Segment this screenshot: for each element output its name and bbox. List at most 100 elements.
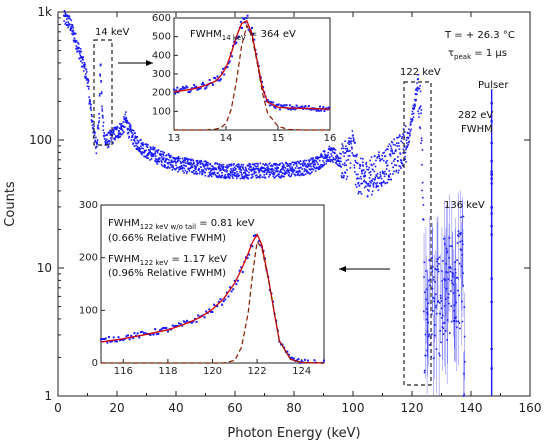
spectrum-point [450,320,453,323]
spectrum-point [344,171,346,173]
spectrum-point [191,166,194,168]
spectrum-point [331,149,334,151]
inset-data-point [246,257,249,260]
spectrum-point [86,82,89,84]
y-tick-label: 10 [37,261,52,275]
inset-data-point [274,106,277,109]
spectrum-point [293,169,296,171]
spectrum-point [127,132,129,135]
inset-data-point [239,20,242,23]
spectrum-point [170,154,172,157]
inset-data-point [194,86,197,89]
spectrum-point [120,133,123,136]
spectrum-point [120,126,122,128]
spectrum-point [268,162,271,165]
spectrum-point [103,132,105,134]
spectrum-point [114,137,116,139]
spectrum-point [94,147,97,149]
x-axis: 0 20 40 60 80 100 120 140 160 [54,12,541,415]
spectrum-point [385,168,388,170]
spectrum-point [196,172,199,175]
inset-y-tick-label: 400 [152,50,171,61]
spectrum-point [208,174,211,176]
spectrum-point [80,55,83,58]
spectrum-point [220,164,222,166]
spectrum-point [286,169,289,172]
spectrum-point [149,151,152,153]
spectrum-point [262,170,265,173]
spectrum-point [346,150,348,152]
spectrum-point [190,165,193,168]
spectrum-point [263,164,266,167]
inset-data-point [304,105,307,108]
inset-fit-line [100,233,325,364]
spectrum-point [286,163,289,165]
spectrum-point [278,171,281,173]
inset-data-point [246,14,249,17]
spectrum-point [217,168,220,170]
spectrum-point [396,145,398,147]
spectrum-point [411,110,414,113]
spectrum-point [245,169,248,171]
spectrum-point [227,173,230,175]
inset-data-point [152,333,155,336]
spectrum-point [311,161,314,164]
spectrum-point [374,182,377,185]
inset-data-point [174,324,177,327]
spectrum-point [245,167,247,170]
spectrum-point [233,172,236,174]
spectrum-point [313,160,315,163]
peak-label-pulser: Pulser [478,80,509,91]
inset-y-tick-label: 0 [92,358,98,369]
spectrum-point [207,163,209,166]
spectrum-point [206,165,209,167]
spectrum-point [191,171,194,174]
spectrum-point [316,161,319,164]
inset-data-point [327,106,330,109]
spectrum-point [329,156,331,158]
spectrum-point [110,130,112,132]
spectrum-point [376,156,379,158]
spectrum-point [70,26,72,28]
spectrum-point [96,141,99,143]
spectrum-point [315,157,317,159]
spectrum-point [127,128,130,130]
spectrum-point [201,172,204,175]
spectrum-point [343,152,346,154]
spectrum-point [170,159,173,162]
spectrum-point [310,165,313,168]
inset-x-tick-label: 116 [114,366,133,377]
spectrum-point [298,167,300,169]
spectrum-point [256,168,259,170]
spectrum-point [75,40,78,42]
spectrum-point [178,166,180,169]
inset-data-point [299,361,302,364]
spectrum-point [123,116,125,118]
spectrum-point [83,65,86,68]
spectrum-point [265,172,268,174]
spectrum-point [300,166,302,169]
spectrum-point [459,327,461,330]
spectrum-point [259,162,262,165]
spectrum-point [119,132,122,135]
spectrum-point [373,170,376,173]
spectrum-point [404,151,407,154]
spectrum-point [124,126,126,128]
spectrum-point [273,172,276,174]
spectrum-point [106,141,108,144]
spectrum-point [210,175,213,178]
spectrum-point [341,163,344,166]
spectrum-point [359,175,362,178]
y-tick-label: 100 [29,133,52,147]
spectrum-point [204,174,207,177]
spectrum-point [404,131,406,133]
spectrum-point [405,139,408,141]
spectrum-point [443,305,446,307]
spectrum-point [267,165,269,168]
spectrum-point [254,165,257,168]
spectrum-point [421,163,423,166]
spectrum-point [372,169,374,171]
inset-data-point [237,35,240,38]
spectrum-point [334,152,336,155]
spectrum-point [405,136,408,139]
